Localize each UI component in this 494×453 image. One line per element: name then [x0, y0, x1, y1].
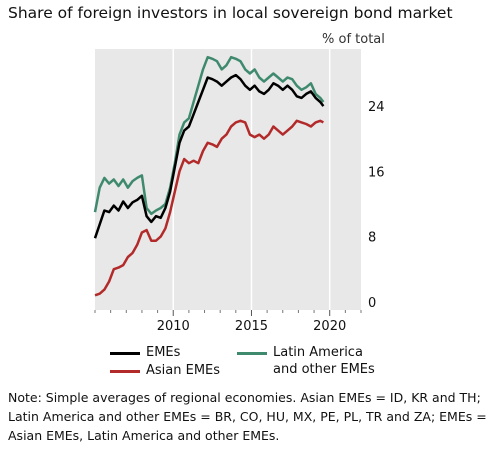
- series-line: [94, 119, 324, 297]
- y-tick-label: 0: [368, 296, 376, 311]
- legend-label-latam-emes: Latin America and other EMEs: [273, 345, 375, 377]
- unit-label: % of total: [322, 32, 385, 47]
- legend-label-asian-emes: Asian EMEs: [146, 363, 221, 378]
- y-tick-label: 16: [368, 165, 385, 180]
- plot-area: [95, 49, 361, 310]
- footnote: Note: Simple averages of regional econom…: [8, 390, 487, 443]
- legend-swatch-asian-emes: [110, 370, 140, 373]
- chart-title: Share of foreign investors in local sove…: [8, 4, 453, 22]
- series-line: [93, 55, 325, 216]
- legend-item-latam-emes: Latin America and other EMEs: [237, 344, 375, 378]
- x-tick-label: 2015: [235, 319, 268, 334]
- series-layer: [93, 55, 325, 297]
- legend-item-asian-emes: Asian EMEs: [110, 362, 220, 379]
- series-line: [93, 73, 325, 239]
- x-tick-label: 2020: [313, 319, 346, 334]
- y-tick-label: 8: [368, 231, 376, 246]
- legend-swatch-emes: [110, 352, 140, 355]
- legend-label-emes: EMEs: [146, 345, 181, 360]
- x-axis-ticks: 2010 2015 2020: [94, 310, 362, 334]
- x-tick-label: 2010: [157, 319, 190, 334]
- y-axis-labels: 0 8 16 24: [368, 100, 385, 311]
- legend-item-emes: EMEs: [110, 344, 180, 361]
- y-tick-label: 24: [368, 100, 385, 115]
- legend-swatch-latam-emes: [237, 352, 267, 355]
